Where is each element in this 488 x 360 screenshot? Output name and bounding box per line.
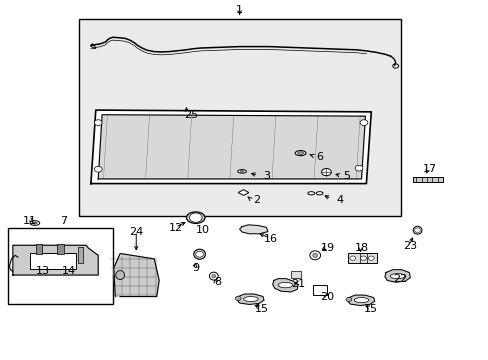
Text: 20: 20 xyxy=(320,292,334,302)
Circle shape xyxy=(414,228,420,232)
Text: 19: 19 xyxy=(320,243,334,253)
Text: 7: 7 xyxy=(61,216,67,226)
Text: 4: 4 xyxy=(335,195,343,205)
Ellipse shape xyxy=(243,297,258,302)
Text: 10: 10 xyxy=(196,225,210,235)
Text: 12: 12 xyxy=(169,224,183,233)
Ellipse shape xyxy=(237,170,246,173)
Text: 2: 2 xyxy=(253,195,260,205)
Text: 1: 1 xyxy=(236,5,243,15)
Text: 25: 25 xyxy=(183,111,198,121)
Text: 15: 15 xyxy=(254,304,268,314)
Ellipse shape xyxy=(30,221,40,225)
Text: 14: 14 xyxy=(62,266,76,276)
Ellipse shape xyxy=(209,272,218,280)
Ellipse shape xyxy=(389,274,404,279)
Polygon shape xyxy=(237,294,264,305)
Text: 18: 18 xyxy=(354,243,368,253)
Bar xyxy=(79,19,400,216)
Text: 24: 24 xyxy=(129,227,143,237)
Text: 22: 22 xyxy=(393,274,407,284)
Ellipse shape xyxy=(312,253,317,257)
Ellipse shape xyxy=(309,251,320,260)
Bar xyxy=(30,253,76,269)
Ellipse shape xyxy=(116,271,124,279)
Ellipse shape xyxy=(297,152,303,154)
Ellipse shape xyxy=(186,212,204,224)
Circle shape xyxy=(359,120,367,126)
Bar xyxy=(78,247,82,263)
Text: 8: 8 xyxy=(214,277,221,287)
Polygon shape xyxy=(114,253,159,297)
Text: 21: 21 xyxy=(290,279,305,289)
Circle shape xyxy=(354,165,362,171)
Polygon shape xyxy=(272,279,298,292)
Text: 16: 16 xyxy=(264,234,278,244)
Circle shape xyxy=(94,166,102,172)
Text: 3: 3 xyxy=(263,171,269,181)
Bar xyxy=(57,244,64,254)
Ellipse shape xyxy=(412,226,421,234)
Ellipse shape xyxy=(240,171,244,172)
Text: 5: 5 xyxy=(343,171,350,181)
Ellipse shape xyxy=(295,150,305,156)
Ellipse shape xyxy=(307,192,314,195)
Text: 13: 13 xyxy=(36,266,50,276)
Text: 23: 23 xyxy=(403,241,416,251)
Ellipse shape xyxy=(211,274,215,278)
Bar xyxy=(36,244,42,254)
Circle shape xyxy=(321,168,330,176)
Polygon shape xyxy=(238,190,248,195)
Bar xyxy=(347,253,376,263)
Text: 11: 11 xyxy=(23,216,37,226)
Circle shape xyxy=(189,213,202,222)
Ellipse shape xyxy=(316,192,323,195)
Polygon shape xyxy=(13,245,98,275)
Circle shape xyxy=(360,256,366,260)
Bar xyxy=(8,228,113,304)
Circle shape xyxy=(367,256,373,260)
Circle shape xyxy=(195,251,203,257)
Bar xyxy=(412,177,442,182)
Bar xyxy=(312,285,327,296)
Text: 15: 15 xyxy=(364,304,378,314)
Ellipse shape xyxy=(193,249,205,259)
Polygon shape xyxy=(91,110,370,184)
Text: 6: 6 xyxy=(316,152,323,162)
Ellipse shape xyxy=(278,282,292,288)
Text: 9: 9 xyxy=(192,263,199,273)
Circle shape xyxy=(235,296,241,301)
Circle shape xyxy=(94,120,102,126)
Ellipse shape xyxy=(353,298,368,303)
Text: 17: 17 xyxy=(422,164,436,174)
Polygon shape xyxy=(239,225,267,234)
Bar xyxy=(291,271,301,278)
Circle shape xyxy=(349,256,355,260)
Circle shape xyxy=(345,297,351,302)
Polygon shape xyxy=(347,295,374,306)
Polygon shape xyxy=(384,270,409,282)
Polygon shape xyxy=(98,115,365,179)
Ellipse shape xyxy=(32,222,37,224)
